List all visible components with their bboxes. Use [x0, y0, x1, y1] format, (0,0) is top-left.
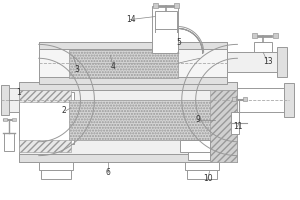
- Bar: [39, 42, 227, 49]
- Text: 10: 10: [203, 174, 213, 183]
- Bar: [180, 140, 210, 152]
- Bar: [231, 112, 239, 134]
- Bar: [252, 33, 257, 38]
- Bar: [153, 3, 158, 8]
- Bar: [174, 3, 179, 8]
- Text: 5: 5: [176, 38, 181, 47]
- Bar: [19, 140, 70, 152]
- Bar: [3, 118, 7, 121]
- Bar: [69, 100, 215, 140]
- Bar: [39, 42, 227, 84]
- Text: 9: 9: [195, 115, 200, 124]
- Text: 3: 3: [75, 65, 80, 74]
- Bar: [19, 154, 237, 162]
- Text: 4: 4: [110, 62, 115, 71]
- Bar: [19, 92, 74, 144]
- Bar: [4, 133, 14, 151]
- Bar: [12, 118, 16, 121]
- Bar: [277, 47, 287, 77]
- Bar: [19, 82, 237, 162]
- Text: 11: 11: [233, 122, 243, 131]
- Bar: [243, 97, 247, 101]
- Bar: [1, 85, 9, 115]
- Bar: [155, 11, 177, 28]
- Text: 6: 6: [106, 168, 111, 177]
- Bar: [227, 52, 282, 72]
- Bar: [39, 162, 73, 170]
- Bar: [1, 88, 21, 112]
- Text: 13: 13: [263, 57, 272, 66]
- Text: 1: 1: [16, 88, 21, 97]
- Bar: [19, 82, 237, 90]
- Bar: [39, 77, 227, 84]
- Bar: [232, 97, 236, 101]
- Bar: [284, 83, 294, 117]
- Text: 14: 14: [126, 15, 135, 24]
- Bar: [273, 33, 278, 38]
- Bar: [185, 162, 218, 170]
- Bar: [41, 170, 70, 179]
- Bar: [19, 90, 70, 102]
- Bar: [254, 42, 272, 52]
- Bar: [210, 90, 237, 162]
- Bar: [187, 170, 217, 179]
- Bar: [69, 50, 178, 78]
- Text: 2: 2: [61, 106, 66, 115]
- Bar: [188, 152, 210, 160]
- Bar: [152, 6, 178, 53]
